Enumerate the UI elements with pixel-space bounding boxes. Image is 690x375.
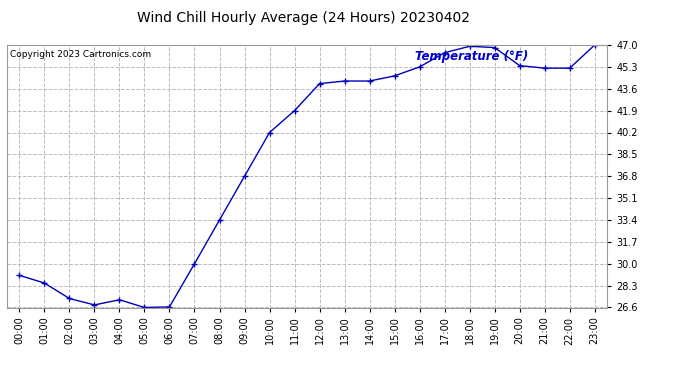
Text: Copyright 2023 Cartronics.com: Copyright 2023 Cartronics.com xyxy=(10,50,151,59)
Text: Temperature (°F): Temperature (°F) xyxy=(415,50,529,63)
Text: Wind Chill Hourly Average (24 Hours) 20230402: Wind Chill Hourly Average (24 Hours) 202… xyxy=(137,11,470,25)
